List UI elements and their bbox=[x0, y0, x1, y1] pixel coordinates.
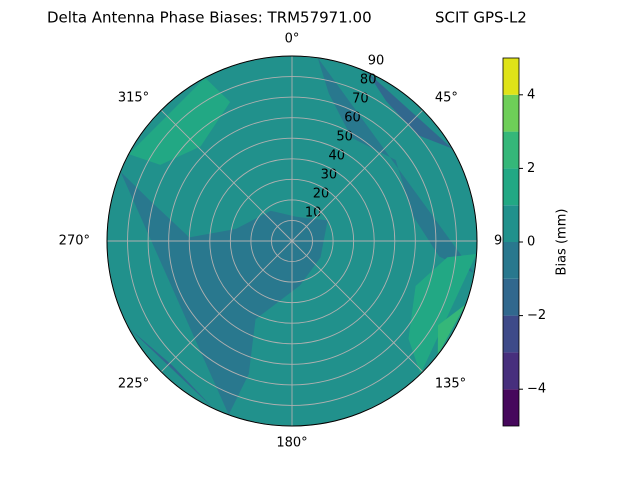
colorbar-band bbox=[503, 242, 519, 279]
theta-tick-label: 180° bbox=[276, 436, 307, 451]
r-tick-label: 60 bbox=[344, 111, 361, 126]
contour-region bbox=[128, 327, 214, 409]
r-tick-label: 20 bbox=[313, 187, 330, 202]
r-tick-label: 40 bbox=[328, 149, 345, 164]
chart-title: Delta Antenna Phase Biases: TRM57971.00 bbox=[47, 9, 372, 27]
colorbar-band bbox=[503, 168, 519, 206]
colorbar-band bbox=[503, 278, 519, 316]
contour-region bbox=[120, 171, 328, 415]
theta-tick-label: 0° bbox=[285, 32, 300, 47]
angular-grid bbox=[291, 109, 424, 242]
contour-region bbox=[317, 57, 475, 274]
angular-grid bbox=[291, 240, 424, 373]
angular-grid bbox=[160, 109, 293, 242]
r-tick-label: 50 bbox=[336, 130, 353, 145]
contour-region bbox=[437, 304, 466, 355]
colorbar-tick-label: −2 bbox=[527, 308, 546, 323]
r-tick-label: 90 bbox=[368, 54, 385, 69]
colorbar-tick-label: 2 bbox=[527, 161, 535, 176]
theta-tick-label: 135° bbox=[435, 376, 466, 391]
r-tick-label: 70 bbox=[352, 92, 369, 107]
colorbar-band bbox=[503, 58, 519, 95]
colorbar-tick-label: 4 bbox=[527, 87, 535, 102]
contour-region bbox=[408, 253, 477, 375]
r-tick-label: 30 bbox=[321, 168, 338, 183]
polar-frame bbox=[106, 55, 478, 427]
colorbar-label: Bias (mm) bbox=[555, 209, 570, 276]
chart-subtitle: SCIT GPS-L2 bbox=[435, 9, 527, 27]
colorbar-band bbox=[503, 315, 519, 353]
colorbar-band bbox=[503, 94, 519, 132]
colorbar-tick-label: −4 bbox=[527, 382, 546, 397]
theta-tick-label: 270° bbox=[59, 234, 90, 249]
colorbar-band bbox=[503, 131, 519, 169]
colorbar-band bbox=[503, 205, 519, 242]
colorbar-band bbox=[503, 352, 519, 390]
theta-tick-label: 225° bbox=[118, 376, 149, 391]
colorbar-tick-label: 0 bbox=[527, 235, 535, 250]
r-tick-label: 80 bbox=[360, 73, 377, 88]
contour-region bbox=[367, 72, 453, 149]
theta-tick-label: 45° bbox=[435, 91, 458, 106]
r-tick-label: 10 bbox=[305, 206, 322, 221]
colorbar-band bbox=[503, 389, 519, 426]
angular-grid bbox=[160, 240, 293, 373]
overlay: 1020304050607080900°45°90135°180°225°270… bbox=[59, 32, 511, 451]
theta-tick-label: 315° bbox=[118, 91, 149, 106]
